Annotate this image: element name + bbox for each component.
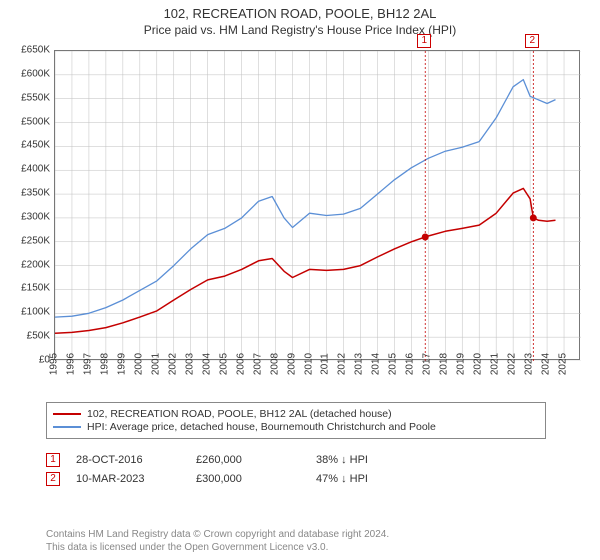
footer: Contains HM Land Registry data © Crown c… [46, 528, 389, 554]
x-axis-label: 2000 [133, 353, 144, 375]
x-axis-label: 2012 [337, 353, 348, 375]
x-axis-label: 2007 [252, 353, 263, 375]
sale-row: 1 28-OCT-2016 £260,000 38% ↓ HPI [46, 453, 436, 467]
plot-svg [55, 51, 581, 361]
x-axis-label: 1995 [49, 353, 60, 375]
x-axis-label: 2009 [286, 353, 297, 375]
y-axis-label: £400K [21, 164, 50, 175]
y-axis-label: £500K [21, 116, 50, 127]
x-axis-label: 2019 [456, 353, 467, 375]
x-axis-label: 2021 [490, 353, 501, 375]
sale-marker-icon: 2 [46, 472, 60, 486]
legend-item: 102, RECREATION ROAD, POOLE, BH12 2AL (d… [53, 408, 539, 420]
legend-label: HPI: Average price, detached house, Bour… [87, 421, 436, 433]
y-axis-label: £250K [21, 235, 50, 246]
y-axis-label: £150K [21, 283, 50, 294]
y-axis-label: £100K [21, 307, 50, 318]
x-axis-label: 2023 [524, 353, 535, 375]
y-axis-label: £550K [21, 92, 50, 103]
sale-date: 28-OCT-2016 [76, 454, 196, 466]
y-axis-label: £650K [21, 45, 50, 56]
footer-line2: This data is licensed under the Open Gov… [46, 541, 389, 554]
title-line1: 102, RECREATION ROAD, POOLE, BH12 2AL [0, 6, 600, 21]
sale-delta: 47% ↓ HPI [316, 473, 436, 485]
x-axis-label: 2005 [218, 353, 229, 375]
sale-price: £260,000 [196, 454, 316, 466]
y-axis-label: £200K [21, 259, 50, 270]
y-axis-label: £350K [21, 188, 50, 199]
x-axis-label: 1998 [99, 353, 110, 375]
legend-item: HPI: Average price, detached house, Bour… [53, 421, 539, 433]
x-axis-label: 2003 [184, 353, 195, 375]
x-axis-label: 2008 [269, 353, 280, 375]
sale-marker-flag: 2 [525, 34, 539, 48]
x-axis-label: 1996 [65, 353, 76, 375]
x-axis-label: 2004 [201, 353, 212, 375]
x-axis-label: 2017 [422, 353, 433, 375]
x-axis-label: 2024 [541, 353, 552, 375]
y-axis-label: £300K [21, 211, 50, 222]
x-axis-label: 2010 [303, 353, 314, 375]
x-axis-label: 2025 [558, 353, 569, 375]
x-axis-label: 2015 [388, 353, 399, 375]
chart-area: £0£50K£100K£150K£200K£250K£300K£350K£400… [8, 44, 592, 394]
x-axis-label: 2018 [439, 353, 450, 375]
x-axis-label: 2020 [473, 353, 484, 375]
sales-table: 1 28-OCT-2016 £260,000 38% ↓ HPI 2 10-MA… [46, 448, 436, 491]
x-axis-label: 2016 [405, 353, 416, 375]
x-axis-label: 2001 [150, 353, 161, 375]
sale-price: £300,000 [196, 473, 316, 485]
sale-delta: 38% ↓ HPI [316, 454, 436, 466]
plot-area [54, 50, 580, 360]
x-axis-label: 2002 [167, 353, 178, 375]
sale-marker-icon: 1 [46, 453, 60, 467]
x-axis-label: 2022 [507, 353, 518, 375]
chart-titles: 102, RECREATION ROAD, POOLE, BH12 2AL Pr… [0, 0, 600, 37]
sale-marker-flag: 1 [417, 34, 431, 48]
footer-line1: Contains HM Land Registry data © Crown c… [46, 528, 389, 541]
legend-swatch [53, 426, 81, 428]
legend-swatch [53, 413, 81, 415]
sale-date: 10-MAR-2023 [76, 473, 196, 485]
legend-label: 102, RECREATION ROAD, POOLE, BH12 2AL (d… [87, 408, 392, 420]
x-axis-label: 2011 [320, 353, 331, 375]
x-axis-label: 1997 [82, 353, 93, 375]
x-axis-label: 2006 [235, 353, 246, 375]
x-axis-label: 1999 [116, 353, 127, 375]
y-axis-label: £450K [21, 140, 50, 151]
title-line2: Price paid vs. HM Land Registry's House … [0, 23, 600, 37]
y-axis-label: £50K [27, 331, 50, 342]
legend: 102, RECREATION ROAD, POOLE, BH12 2AL (d… [46, 402, 546, 439]
x-axis-label: 2014 [371, 353, 382, 375]
sale-row: 2 10-MAR-2023 £300,000 47% ↓ HPI [46, 472, 436, 486]
x-axis-label: 2013 [354, 353, 365, 375]
y-axis-label: £600K [21, 68, 50, 79]
